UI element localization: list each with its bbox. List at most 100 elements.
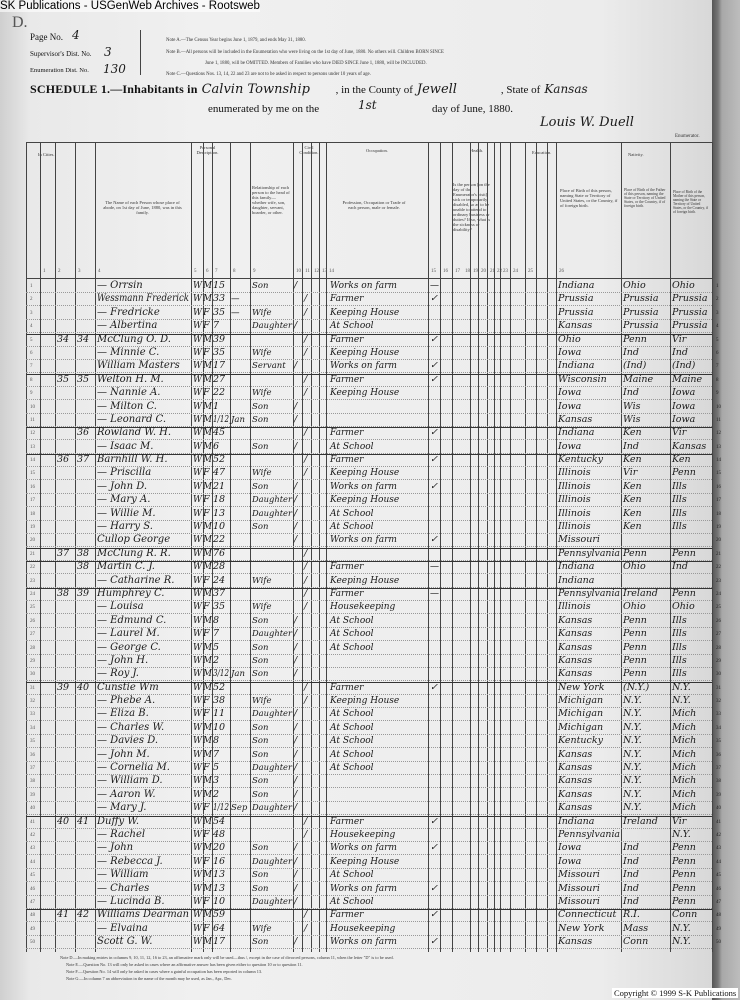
birthplace: Iowa — [558, 400, 582, 412]
person-name: — Leonard C. — [97, 413, 166, 425]
age: 27 — [213, 373, 226, 385]
person-name: — Mary J. — [97, 802, 147, 814]
father-birthplace: Ind — [623, 440, 639, 452]
sex: F — [203, 387, 210, 399]
occupation: Works on farm — [330, 937, 397, 948]
column-number: 1 — [43, 269, 46, 274]
occupation: At School — [330, 749, 374, 760]
line-number-right: 35 — [716, 739, 721, 745]
sex: M — [203, 909, 213, 921]
line-number-right: 40 — [716, 806, 721, 812]
line-number-right: 17 — [716, 498, 721, 504]
column-number: 17 — [455, 269, 460, 274]
row-rule — [26, 733, 712, 735]
relationship: Servant — [252, 361, 286, 372]
age: 8 — [213, 735, 220, 747]
line-number-right: 50 — [716, 940, 721, 946]
line-number: 25 — [30, 605, 35, 611]
color: W — [193, 748, 203, 760]
dwelling-number: 37 — [57, 547, 70, 559]
line-number: 18 — [30, 511, 35, 517]
age: 5 — [213, 641, 220, 653]
occupation: Keeping House — [330, 575, 400, 586]
row-rule — [26, 640, 712, 642]
mother-birthplace: Mich — [672, 788, 697, 800]
father-birthplace: Ken — [623, 454, 642, 466]
dwelling-number: 38 — [57, 587, 70, 599]
single-mark: / — [294, 735, 298, 747]
person-name: Williams Dearman — [97, 909, 190, 921]
line-number-right: 31 — [716, 685, 721, 691]
line-number: 2 — [30, 297, 33, 303]
line-number: 43 — [30, 846, 35, 852]
footnote: Note E.—Question No. 13 will only be ask… — [66, 962, 303, 967]
single-mark: / — [294, 855, 298, 867]
line-number: 49 — [30, 926, 35, 932]
single-mark: / — [294, 534, 298, 546]
line-number-right: 26 — [716, 618, 721, 624]
age: 5 — [213, 762, 220, 774]
column-number: 4 — [98, 269, 101, 274]
county-value: Jewell — [416, 82, 457, 97]
birthplace: Prussia — [558, 306, 594, 318]
married-mark: / — [304, 454, 308, 466]
birthplace: Indiana — [558, 427, 595, 439]
occupation: Housekeeping — [330, 602, 396, 613]
color: W — [193, 387, 203, 399]
father-birthplace: N.Y. — [623, 695, 642, 707]
sex: M — [203, 534, 213, 546]
age: 37 — [213, 587, 226, 599]
color: W — [193, 494, 203, 506]
occupation: Farmer — [330, 588, 364, 599]
father-birthplace: N.Y. — [623, 748, 642, 760]
age: 64 — [213, 922, 226, 934]
occupation: Works on farm — [330, 883, 397, 894]
row-rule — [26, 800, 712, 802]
line-number-right: 42 — [716, 832, 721, 838]
mother-birthplace: Ind — [672, 561, 688, 573]
line-number-right: 29 — [716, 658, 721, 664]
person-name: Cunstie Wm — [97, 681, 159, 693]
single-mark: / — [294, 480, 298, 492]
single-mark: / — [294, 614, 298, 626]
birthplace: Kansas — [558, 654, 593, 666]
line-number-right: 13 — [716, 444, 721, 450]
relationship: Son — [252, 722, 269, 733]
person-name: — Elvaina — [97, 922, 148, 934]
relationship: Son — [252, 441, 269, 452]
mother-birthplace: Mich — [672, 775, 697, 787]
line-number-right: 6 — [716, 350, 719, 356]
father-birthplace: Penn — [623, 614, 647, 626]
color: W — [193, 802, 203, 814]
age: 2 — [213, 788, 220, 800]
age: 10 — [213, 521, 226, 533]
occupation: Housekeeping — [330, 923, 396, 934]
header-relationship: Relationship of each person to the head … — [252, 185, 290, 215]
father-birthplace: Ken — [623, 507, 642, 519]
line-number: 42 — [30, 832, 35, 838]
family-divider — [26, 681, 712, 683]
occupation: Farmer — [330, 682, 364, 693]
age: 35 — [213, 346, 226, 358]
family-number: 40 — [77, 681, 90, 693]
line-number-right: 8 — [716, 377, 719, 383]
line-number-right: 22 — [716, 565, 721, 571]
married-mark: / — [304, 387, 308, 399]
color: W — [193, 534, 203, 546]
mother-birthplace: Mich — [672, 762, 697, 774]
row-rule — [26, 840, 712, 842]
age: 3 — [213, 775, 220, 787]
family-divider — [26, 427, 712, 429]
mother-birthplace: Ohio — [672, 280, 695, 291]
unemployed-mark: ✓ — [430, 815, 438, 827]
copyright-notice: Copyright © 1999 S-K Publications — [612, 988, 739, 998]
single-mark: / — [294, 882, 298, 894]
person-name: — Charles W. — [97, 721, 165, 733]
sex: M — [203, 521, 213, 533]
row-rule — [26, 934, 712, 936]
schedule-line: SCHEDULE 1.—Inhabitants in Calvin Townsh… — [30, 82, 588, 97]
state-value: Kansas — [544, 82, 588, 96]
color: W — [193, 695, 203, 707]
line-number-right: 7 — [716, 364, 719, 370]
single-mark: / — [294, 360, 298, 372]
